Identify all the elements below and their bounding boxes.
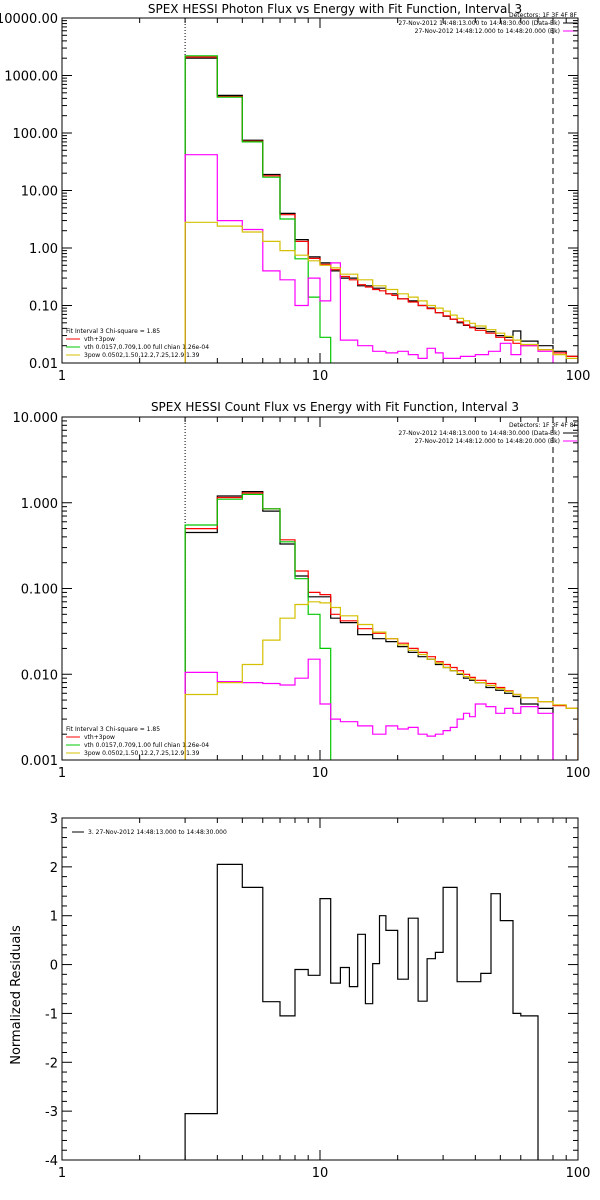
residuals-panel: Normalized Residuals 3. 27-Nov-2012 14:4… xyxy=(9,812,590,1181)
series-line-3 xyxy=(184,658,554,760)
legend-line: Fit Interval 3 Chi-square = 1.85 xyxy=(66,726,160,733)
x-tick-label: 100 xyxy=(566,1166,591,1181)
x-tick-label: 1 xyxy=(58,369,66,384)
legend-line: 27-Nov-2012 14:48:13.000 to 14:48:30.000… xyxy=(398,20,560,27)
y-tick-label: 0.001 xyxy=(21,754,58,769)
series-group xyxy=(184,491,578,760)
y-tick-label: -4 xyxy=(45,1154,58,1169)
legend-line: 3pow 0.0502,1.50,12.2,7.25,12.9,1.39 xyxy=(84,352,200,359)
series-line-0 xyxy=(184,57,578,363)
photon-flux-panel: SPEX HESSI Photon Flux vs Energy with Fi… xyxy=(0,2,590,384)
axis-ticks xyxy=(61,417,578,761)
x-tick-label: 10 xyxy=(312,766,329,781)
legend-line: Fit Interval 3 Chi-square = 1.85 xyxy=(66,328,160,335)
series-line-0 xyxy=(184,863,539,1160)
y-tick-label: 10.000 xyxy=(13,411,59,426)
legend-line: vth+3pow xyxy=(84,336,115,343)
photon-flux-title: SPEX HESSI Photon Flux vs Energy with Fi… xyxy=(148,2,522,16)
legend-line: 3pow 0.0502,1.50,12.2,7.25,12.9,1.39 xyxy=(84,750,200,757)
plot-frame xyxy=(61,17,579,364)
legend-line: 27-Nov-2012 14:48:12.000 to 14:48:20.000… xyxy=(415,438,560,445)
legend-line: Detectors: 1F 3F 4F 8F xyxy=(509,422,578,429)
x-tick-label: 1 xyxy=(58,1166,66,1181)
y-tick-label: 0.010 xyxy=(21,668,58,683)
series-line-3 xyxy=(184,154,554,363)
y-tick-label: 0.100 xyxy=(21,583,58,598)
legend-line: vth+3pow xyxy=(84,734,115,741)
y-tick-label: 10.00 xyxy=(21,185,58,200)
y-tick-label: 100.00 xyxy=(13,127,59,142)
count-flux-legend-bottom-left: Fit Interval 3 Chi-square = 1.85 vth+3po… xyxy=(66,726,209,757)
axis-ticks xyxy=(61,18,578,364)
count-flux-title: SPEX HESSI Count Flux vs Energy with Fit… xyxy=(151,400,519,414)
x-tick-label: 1 xyxy=(58,766,66,781)
series-line-4 xyxy=(184,601,578,760)
y-tick-label: 1.000 xyxy=(21,497,58,512)
legend-line: Detectors: 1F 3F 4F 8F xyxy=(509,12,578,19)
y-tick-label: -1 xyxy=(45,1007,58,1022)
series-group xyxy=(184,55,578,363)
y-tick-label: 3 xyxy=(50,812,58,827)
residuals-ylabel: Normalized Residuals xyxy=(9,925,24,1065)
series-line-2 xyxy=(184,493,332,760)
y-tick-label: 1 xyxy=(50,910,58,925)
y-tick-label: -3 xyxy=(45,1105,58,1120)
series-group xyxy=(184,863,539,1160)
series-line-4 xyxy=(184,221,578,363)
residuals-legend: 3. 27-Nov-2012 14:48:13.000 to 14:48:30.… xyxy=(72,829,227,836)
series-line-1 xyxy=(184,492,578,760)
legend-line: vth 0.0157,0.709,1.00 full chian 1.26e-0… xyxy=(84,742,209,749)
x-tick-label: 100 xyxy=(566,766,591,781)
y-tick-label: -2 xyxy=(45,1056,58,1071)
photon-flux-legend-bottom-left: Fit Interval 3 Chi-square = 1.85 vth+3po… xyxy=(66,328,209,359)
x-tick-label: 10 xyxy=(312,369,329,384)
y-tick-label: 0.01 xyxy=(29,357,58,372)
legend-line: 3. 27-Nov-2012 14:48:13.000 to 14:48:30.… xyxy=(88,829,227,836)
legend-line: 27-Nov-2012 14:48:13.000 to 14:48:30.000… xyxy=(398,430,560,437)
y-tick-label: 0 xyxy=(50,959,58,974)
y-tick-label: 0.10 xyxy=(29,300,58,315)
legend-line: 27-Nov-2012 14:48:12.000 to 14:48:20.000… xyxy=(415,28,560,35)
count-flux-panel: SPEX HESSI Count Flux vs Energy with Fit… xyxy=(13,400,591,781)
series-line-1 xyxy=(184,56,578,363)
x-tick-label: 10 xyxy=(312,1166,329,1181)
legend-line: vth 0.0157,0.709,1.00 full chian 1.26e-0… xyxy=(84,344,209,351)
y-tick-label: 1000.00 xyxy=(4,70,58,85)
y-tick-label: 10000.00 xyxy=(0,12,58,27)
plot-frame xyxy=(61,817,579,1161)
y-tick-label: 1.00 xyxy=(29,242,58,257)
series-line-2 xyxy=(184,55,332,363)
plot-frame xyxy=(61,416,579,761)
count-flux-legend-top-right: Detectors: 1F 3F 4F 8F 27-Nov-2012 14:48… xyxy=(398,422,577,445)
y-tick-label: 2 xyxy=(50,861,58,876)
x-tick-label: 100 xyxy=(566,369,591,384)
axis-ticks xyxy=(61,817,578,1161)
